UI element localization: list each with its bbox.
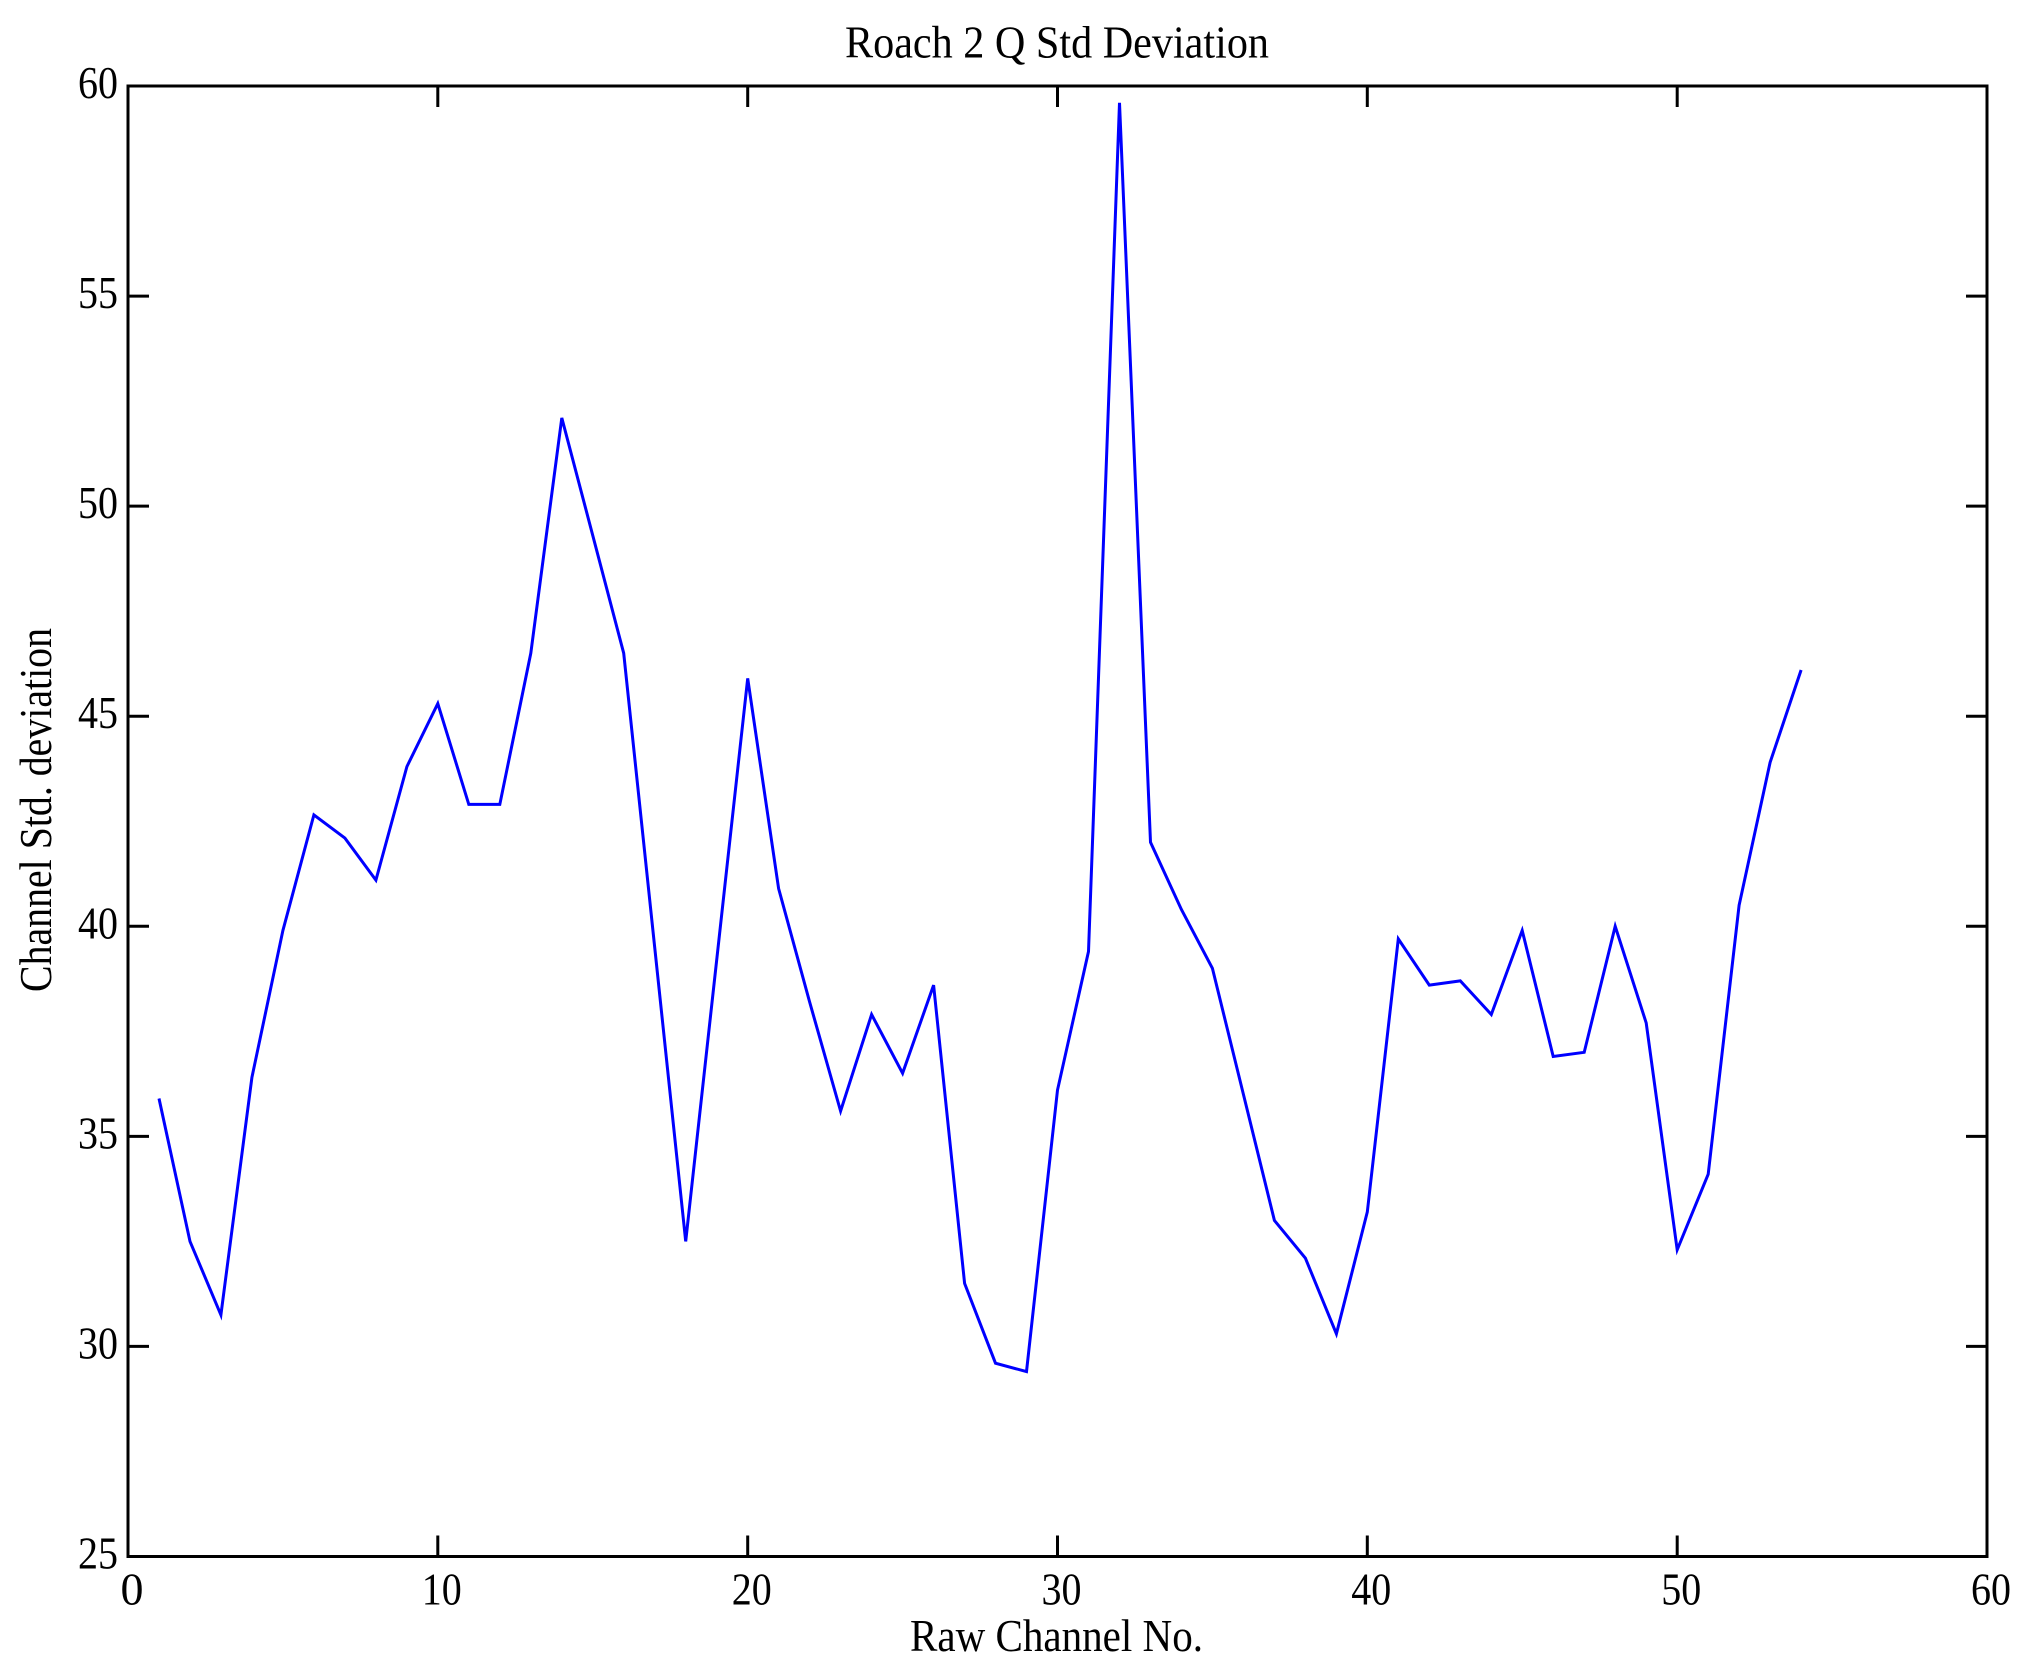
svg-text:Roach 2 Q Std Deviation: Roach 2 Q Std Deviation [845, 17, 1269, 68]
svg-text:Channel Std. deviation: Channel Std. deviation [10, 628, 61, 992]
svg-text:30: 30 [78, 1317, 118, 1368]
svg-text:20: 20 [732, 1564, 772, 1615]
svg-text:25: 25 [78, 1528, 118, 1579]
svg-text:35: 35 [78, 1107, 118, 1158]
svg-text:Raw Channel No.: Raw Channel No. [910, 1610, 1203, 1661]
svg-text:50: 50 [1661, 1564, 1701, 1615]
svg-text:10: 10 [422, 1564, 462, 1615]
svg-text:40: 40 [1351, 1564, 1391, 1615]
svg-text:60: 60 [78, 57, 118, 108]
svg-text:45: 45 [78, 687, 118, 738]
svg-text:55: 55 [78, 267, 118, 318]
svg-text:40: 40 [78, 897, 118, 948]
svg-text:60: 60 [1971, 1564, 2011, 1615]
svg-text:0: 0 [121, 1564, 144, 1615]
svg-text:30: 30 [1042, 1564, 1082, 1615]
svg-text:50: 50 [78, 477, 118, 528]
